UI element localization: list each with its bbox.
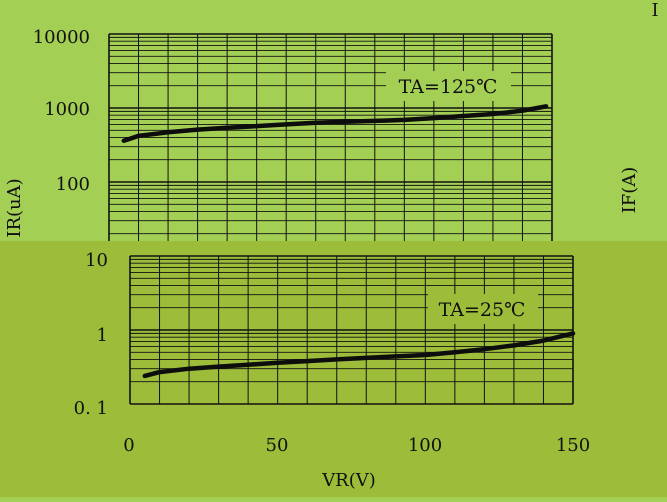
upper-annotation: TA=125℃ (399, 76, 498, 98)
upper-annotation-box (386, 71, 511, 101)
xtick-label: 50 (266, 435, 289, 456)
upper-ytick-label: 100 (56, 174, 90, 195)
xtick-label: 150 (556, 435, 590, 456)
lower-grid (129, 255, 574, 405)
upper-ytick-label: 10 (85, 250, 108, 271)
lower-annotation: TA=25℃ (439, 299, 526, 321)
y-axis-label: IR(uA) (4, 178, 25, 237)
upper-ytick-label: 1000 (44, 99, 90, 120)
lower-annotation-box (428, 294, 538, 324)
lower-ytick-label: 1 (97, 325, 108, 346)
upper-series-line (121, 104, 549, 144)
xtick-label: 0 (123, 435, 134, 456)
corner-mark: I (651, 0, 658, 21)
lower-series-line (142, 331, 576, 379)
xtick-label: 100 (408, 435, 442, 456)
lower-ytick-label: 0. 1 (74, 398, 108, 419)
upper-ytick-label: 10000 (33, 27, 90, 48)
x-axis-label: VR(V) (321, 470, 376, 491)
secondary-y-axis-label: IF(A) (619, 167, 640, 214)
